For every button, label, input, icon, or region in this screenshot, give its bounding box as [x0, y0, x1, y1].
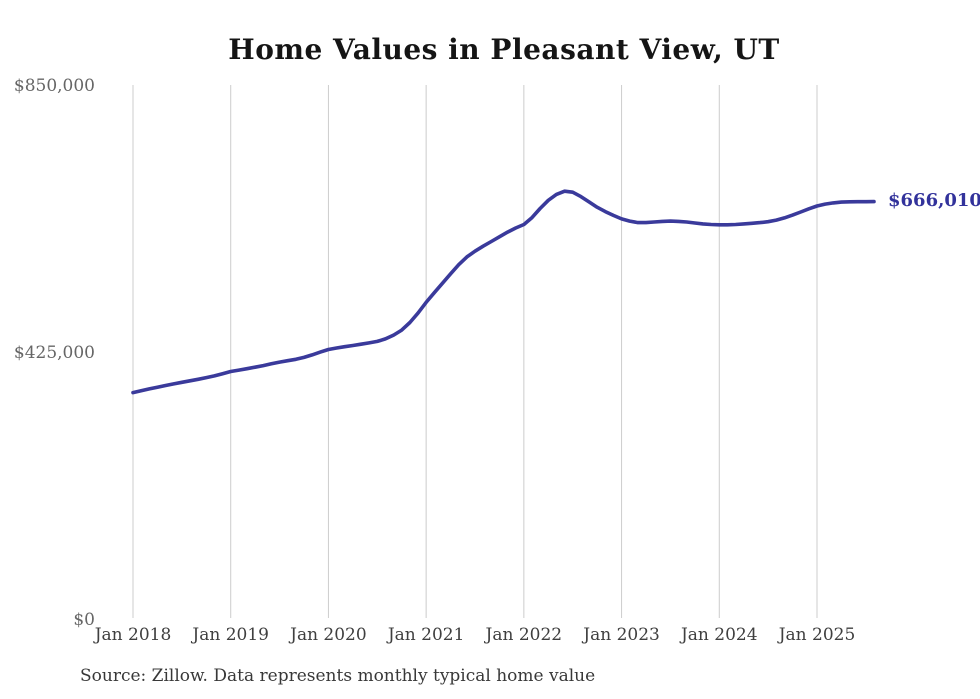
chart-title: Home Values in Pleasant View, UT — [228, 33, 780, 66]
x-tick-label: Jan 2020 — [290, 625, 367, 645]
y-tick-label: $425,000 — [13, 343, 95, 363]
gridlines — [132, 85, 818, 618]
x-tick-label: Jan 2019 — [192, 625, 269, 645]
x-tick-label: Jan 2022 — [485, 625, 563, 645]
series-line — [131, 189, 876, 395]
x-tick-label: Jan 2025 — [778, 625, 856, 645]
y-tick-label: $850,000 — [13, 76, 95, 96]
x-tick-label: Jan 2018 — [94, 625, 172, 645]
x-tick-label: Jan 2021 — [387, 625, 465, 645]
y-tick-label: $0 — [73, 610, 95, 630]
x-tick-label: Jan 2024 — [680, 625, 758, 645]
end-value-label: $666,010 — [888, 189, 980, 211]
source-note: Source: Zillow. Data represents monthly … — [80, 666, 596, 686]
x-tick-label: Jan 2023 — [583, 625, 660, 645]
